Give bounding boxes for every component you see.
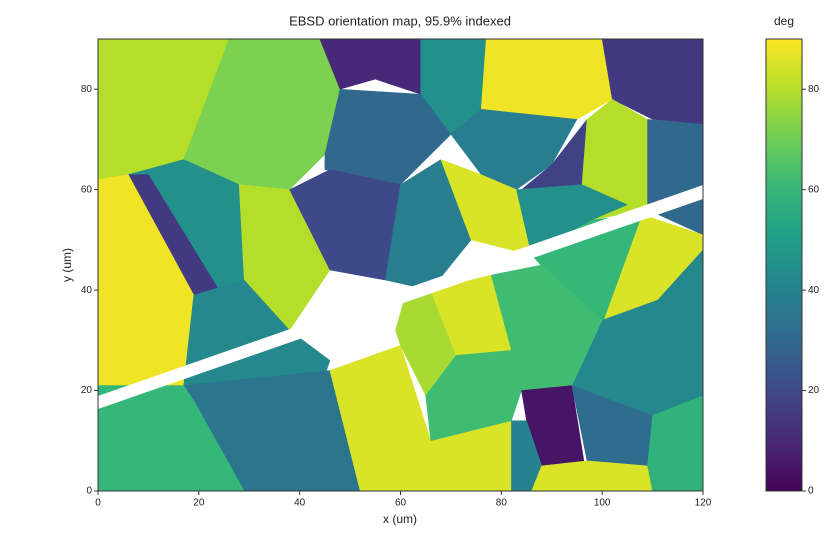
colorbar-label: deg [774,14,794,28]
colorbar [765,38,803,492]
grain [531,460,653,492]
x-tick-label: 100 [594,498,611,509]
colorbar-tick-label: 60 [808,184,820,195]
grain [647,119,704,236]
y-tick-label: 40 [81,285,93,296]
plot-area [97,38,704,492]
x-tick-label: 0 [95,498,101,509]
y-tick-label: 80 [81,84,93,95]
grain [385,159,472,291]
x-tick-label: 120 [695,498,712,509]
x-tick-label: 40 [294,498,306,509]
y-tick-label: 0 [86,486,92,497]
colorbar-tick-label: 40 [808,285,820,296]
grain [480,38,613,120]
x-tick-label: 20 [193,498,205,509]
colorbar-tick-label: 80 [808,84,820,95]
colorbar-tick-label: 0 [808,486,814,497]
y-tick-label: 20 [81,385,93,396]
grain [238,184,331,331]
y-tick-label: 60 [81,184,93,195]
x-axis-label: x (um) [383,512,417,526]
chart-title: EBSD orientation map, 95.9% indexed [289,13,511,28]
grain [516,184,629,256]
unindexed-band [98,185,703,409]
x-tick-label: 80 [496,498,508,509]
colorbar-tick-label: 20 [808,385,820,396]
x-tick-label: 60 [395,498,407,509]
y-axis-label: y (um) [60,248,74,282]
